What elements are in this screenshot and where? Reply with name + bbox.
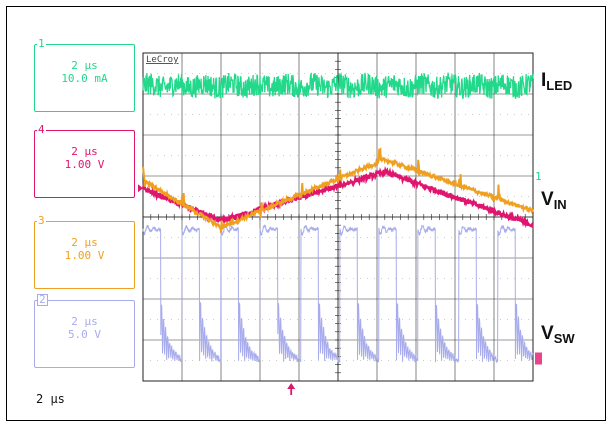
channel-2-box[interactable]: 2 2 µs 5.0 V [34, 294, 135, 368]
brand-label: LeCroy [146, 55, 179, 65]
channel-4-number: 4 [37, 123, 46, 136]
ch4-ref-marker [138, 184, 143, 193]
iled-label: ILED [541, 70, 573, 93]
channel-4-scale: 1.00 V [64, 158, 105, 171]
vin-ch4-trace [141, 166, 534, 229]
channel-3-number: 3 [37, 214, 46, 227]
channel-4-box[interactable]: 4 2 µs 1.00 V [34, 123, 135, 198]
ch1-ref-marker: 1 [535, 170, 542, 183]
channel-3-timediv: 2 µs [71, 236, 98, 249]
trigger-position-arrow [287, 383, 296, 389]
vin-label: VIN [541, 189, 567, 212]
ch2-ref-marker [535, 352, 542, 365]
timebase-readout: 2 µs [36, 392, 65, 406]
channel-3-scale: 1.00 V [64, 249, 105, 262]
channel-2-scale: 5.0 V [67, 328, 102, 341]
channel-1-number: 1 [37, 37, 46, 50]
channel-2-timediv: 2 µs [71, 315, 98, 328]
vin-ch3-trace [142, 147, 534, 233]
channel-1-box[interactable]: 1 2 µs 10.0 mA [34, 37, 135, 112]
channel-2-number: 2 [37, 293, 48, 306]
channel-3-box[interactable]: 3 2 µs 1.00 V [34, 214, 135, 289]
channel-1-scale: 10.0 mA [61, 72, 108, 85]
channel-1-timediv: 2 µs [71, 59, 98, 72]
iled-trace [142, 71, 534, 100]
vsw-label: VSW [541, 323, 575, 346]
channel-4-timediv: 2 µs [71, 145, 98, 158]
vsw-trace [142, 224, 534, 364]
